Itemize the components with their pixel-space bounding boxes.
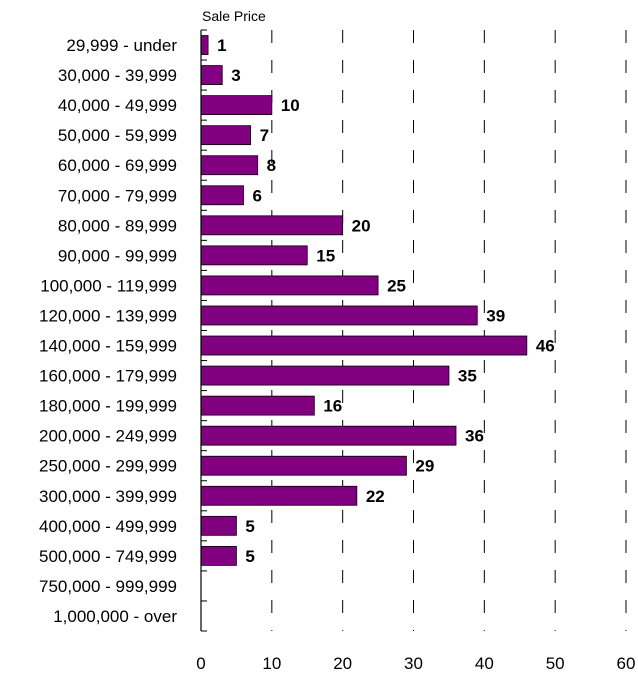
bar-17 <box>200 545 237 566</box>
bar-4 <box>200 155 259 176</box>
data-label-12: 16 <box>323 397 342 416</box>
category-label-12: 180,000 - 199,999 <box>39 397 177 416</box>
data-label-7: 15 <box>316 246 335 265</box>
category-label-14: 250,000 - 299,999 <box>39 457 177 476</box>
x-tick-label-50: 50 <box>546 654 565 673</box>
category-label-11: 160,000 - 179,999 <box>39 367 177 386</box>
bar-14 <box>200 455 407 476</box>
bar-1 <box>200 65 223 85</box>
data-label-10: 46 <box>536 337 555 356</box>
bar-10 <box>200 335 528 356</box>
x-tick-label-0: 0 <box>196 654 205 673</box>
category-label-9: 120,000 - 139,999 <box>39 306 177 325</box>
x-tick-label-10: 10 <box>262 654 281 673</box>
category-label-19: 1,000,000 - over <box>53 607 177 626</box>
category-label-8: 100,000 - 119,999 <box>40 276 177 295</box>
category-label-0: 29,999 - under <box>66 36 177 55</box>
bar-8 <box>200 275 379 296</box>
data-label-6: 20 <box>352 216 371 235</box>
bar-2 <box>200 95 273 116</box>
category-label-18: 750,000 - 999,999 <box>39 577 177 596</box>
data-label-9: 39 <box>486 306 505 325</box>
bar-7 <box>200 245 308 266</box>
bar-5 <box>200 185 244 206</box>
data-label-8: 25 <box>387 276 406 295</box>
bar-13 <box>200 425 457 446</box>
category-label-15: 300,000 - 399,999 <box>39 487 177 506</box>
category-label-7: 90,000 - 99,999 <box>58 246 177 265</box>
category-label-1: 30,000 - 39,999 <box>58 66 177 85</box>
data-label-14: 29 <box>415 457 434 476</box>
category-label-6: 80,000 - 89,999 <box>58 216 177 235</box>
bars <box>200 35 528 566</box>
data-label-15: 22 <box>366 487 385 506</box>
bar-16 <box>200 515 237 536</box>
bar-11 <box>200 365 450 386</box>
data-label-16: 5 <box>245 517 254 536</box>
data-label-11: 35 <box>458 367 477 386</box>
data-label-3: 7 <box>260 126 269 145</box>
category-labels: 29,999 - under 30,000 - 39,999 40,000 - 49… <box>39 36 177 626</box>
bar-15 <box>200 485 358 506</box>
bar-0 <box>200 35 209 55</box>
data-label-2: 10 <box>281 96 300 115</box>
category-label-10: 140,000 - 159,999 <box>39 337 177 356</box>
bar-3 <box>200 125 251 146</box>
data-label-4: 8 <box>267 156 276 175</box>
data-label-1: 3 <box>231 66 240 85</box>
x-tick-labels: 0 10 20 30 40 50 60 <box>196 654 635 673</box>
x-tick-label-20: 20 <box>333 654 352 673</box>
x-tick-label-40: 40 <box>475 654 494 673</box>
category-label-13: 200,000 - 249,999 <box>39 427 177 446</box>
bar-12 <box>200 395 315 416</box>
category-label-2: 40,000 - 49,999 <box>58 96 177 115</box>
data-label-0: 1 <box>217 36 226 55</box>
bar-6 <box>200 215 344 236</box>
category-label-3: 50,000 - 59,999 <box>58 126 177 145</box>
data-labels: 13 10 7 86 20 15 25 39 46 35 16 36 29 22 5 5 <box>217 36 555 566</box>
axes <box>200 29 207 632</box>
data-label-5: 6 <box>253 186 262 205</box>
data-label-17: 5 <box>245 547 254 566</box>
category-label-5: 70,000 - 79,999 <box>58 186 177 205</box>
category-label-4: 60,000 - 69,999 <box>58 156 177 175</box>
x-tick-label-30: 30 <box>404 654 423 673</box>
gridlines <box>271 30 627 631</box>
x-tick-label-60: 60 <box>617 654 636 673</box>
chart-title: Sale Price <box>202 8 266 24</box>
category-label-17: 500,000 - 749,999 <box>39 547 177 566</box>
bar-9 <box>200 305 478 326</box>
data-label-13: 36 <box>465 427 484 446</box>
category-label-16: 400,000 - 499,999 <box>39 517 177 536</box>
